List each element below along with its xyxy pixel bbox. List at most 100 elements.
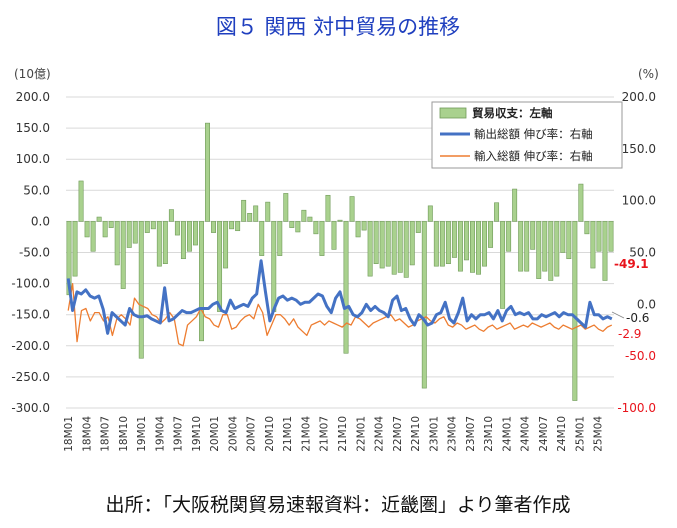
right-tick-label: -50.0 [625, 349, 656, 363]
x-tick-label: 25M04 [593, 416, 605, 452]
annotation-import-last: -2.9 [618, 327, 641, 341]
right-tick-label: 50.0 [629, 246, 656, 260]
balance-bar [271, 221, 277, 312]
balance-bar [259, 221, 265, 256]
balance-bar [253, 205, 259, 222]
x-tick-label: 22M04 [374, 416, 386, 452]
balance-bar [397, 221, 403, 273]
balance-bar [343, 221, 349, 354]
balance-bar [524, 221, 530, 272]
x-tick-label: 19M04 [154, 416, 166, 452]
left-tick-label: -50.0 [19, 246, 50, 260]
source-note: 出所：「大阪税関貿易速報資料：近畿圏」より筆者作成 [105, 494, 570, 516]
balance-bar [488, 221, 494, 248]
balance-bar [150, 221, 156, 230]
balance-bar [265, 201, 271, 222]
balance-bar [439, 221, 445, 267]
balance-bar [572, 221, 578, 401]
balance-bar [494, 202, 500, 222]
annotation-bar-last: -49.1 [614, 257, 649, 271]
balance-bar [433, 221, 439, 267]
balance-bar [506, 221, 512, 252]
left-tick-label: -150.0 [11, 308, 50, 322]
left-tick-label: 100.0 [16, 152, 50, 166]
balance-bar [217, 221, 223, 312]
balance-bar [235, 221, 241, 232]
balance-bar [295, 221, 301, 233]
balance-bar [223, 221, 229, 269]
balance-bar [560, 221, 566, 253]
x-tick-label: 20M04 [227, 416, 239, 452]
x-tick-label: 18M10 [118, 416, 130, 452]
balance-bar [409, 221, 415, 266]
balance-bar [584, 221, 590, 235]
balance-bar [102, 221, 108, 238]
balance-bar [337, 219, 343, 222]
balance-bar [578, 183, 584, 222]
x-tick-label: 24M01 [501, 416, 513, 452]
balance-bar [361, 221, 367, 231]
balance-bar [283, 193, 289, 222]
x-tick-label: 21M04 [301, 416, 313, 452]
left-axis-unit: (10億) [14, 67, 51, 81]
balance-bar [518, 221, 524, 272]
balance-bar [463, 221, 469, 261]
x-tick-label: 22M07 [392, 416, 404, 452]
balance-bar [277, 221, 283, 256]
balance-bar [199, 221, 204, 342]
x-tick-label: 20M01 [209, 416, 221, 452]
balance-bar [325, 194, 331, 222]
balance-bar [379, 221, 385, 269]
balance-bar [500, 221, 506, 309]
balance-bar [427, 205, 433, 222]
balance-bar [193, 221, 198, 246]
balance-bar [289, 221, 295, 228]
balance-bar [608, 221, 614, 252]
import-growth-line [67, 282, 613, 347]
right-tick-label: 100.0 [622, 194, 656, 208]
x-tick-label: 21M01 [282, 416, 294, 452]
legend: 貿易収支：左軸 輸出総額 伸び率：右軸 輸入総額 伸び率：右軸 [431, 101, 623, 169]
balance-bar [78, 180, 84, 222]
balance-bar [542, 221, 548, 272]
balance-bar [476, 221, 481, 275]
balance-bar [211, 221, 217, 233]
x-tick-label: 23M10 [483, 416, 495, 452]
x-tick-label: 22M01 [355, 416, 367, 452]
balance-bar [241, 199, 247, 222]
x-axis-ticks: 18M01 18M04 18M07 18M10 19M01 19M04 19M07 19M10… [63, 416, 605, 452]
balance-bar [355, 221, 361, 238]
balance-bar [512, 188, 518, 222]
x-tick-label: 24M04 [520, 416, 532, 452]
annotation-export-last: -0.6 [626, 311, 649, 325]
legend-import-label: 輸入総額 伸び率：右軸 [474, 149, 593, 163]
left-tick-label: -200.0 [11, 339, 50, 353]
x-tick-label: 20M07 [246, 416, 258, 452]
right-axis-ticks: 200.0 150.0 100.0 50.0 0.0 -50.0 -100.0 [617, 90, 656, 415]
growth-lines [66, 259, 613, 347]
balance-bar [391, 221, 397, 275]
left-tick-label: 0.0 [31, 214, 50, 228]
balance-bar [548, 221, 554, 281]
balance-bar [126, 221, 132, 248]
balance-bar [349, 196, 355, 222]
legend-bar-swatch [439, 107, 467, 119]
left-tick-label: -300.0 [11, 401, 50, 415]
x-tick-label: 21M07 [319, 416, 331, 452]
x-tick-label: 21M10 [337, 416, 349, 452]
balance-bar [566, 221, 572, 260]
left-tick-label: 200.0 [16, 90, 50, 104]
x-tick-label: 24M10 [556, 416, 568, 452]
legend-bar-label: 貿易収支：左軸 [472, 106, 553, 120]
balance-bar [530, 221, 536, 250]
x-tick-label: 18M07 [100, 416, 112, 452]
balance-bar [421, 221, 427, 389]
balance-bar [415, 221, 421, 233]
balance-bar [96, 216, 102, 222]
balance-bar [180, 221, 186, 260]
balance-bar [602, 221, 608, 281]
balance-bar [186, 221, 192, 252]
trade-balance-bars [66, 122, 614, 401]
x-tick-label: 18M04 [81, 416, 93, 452]
